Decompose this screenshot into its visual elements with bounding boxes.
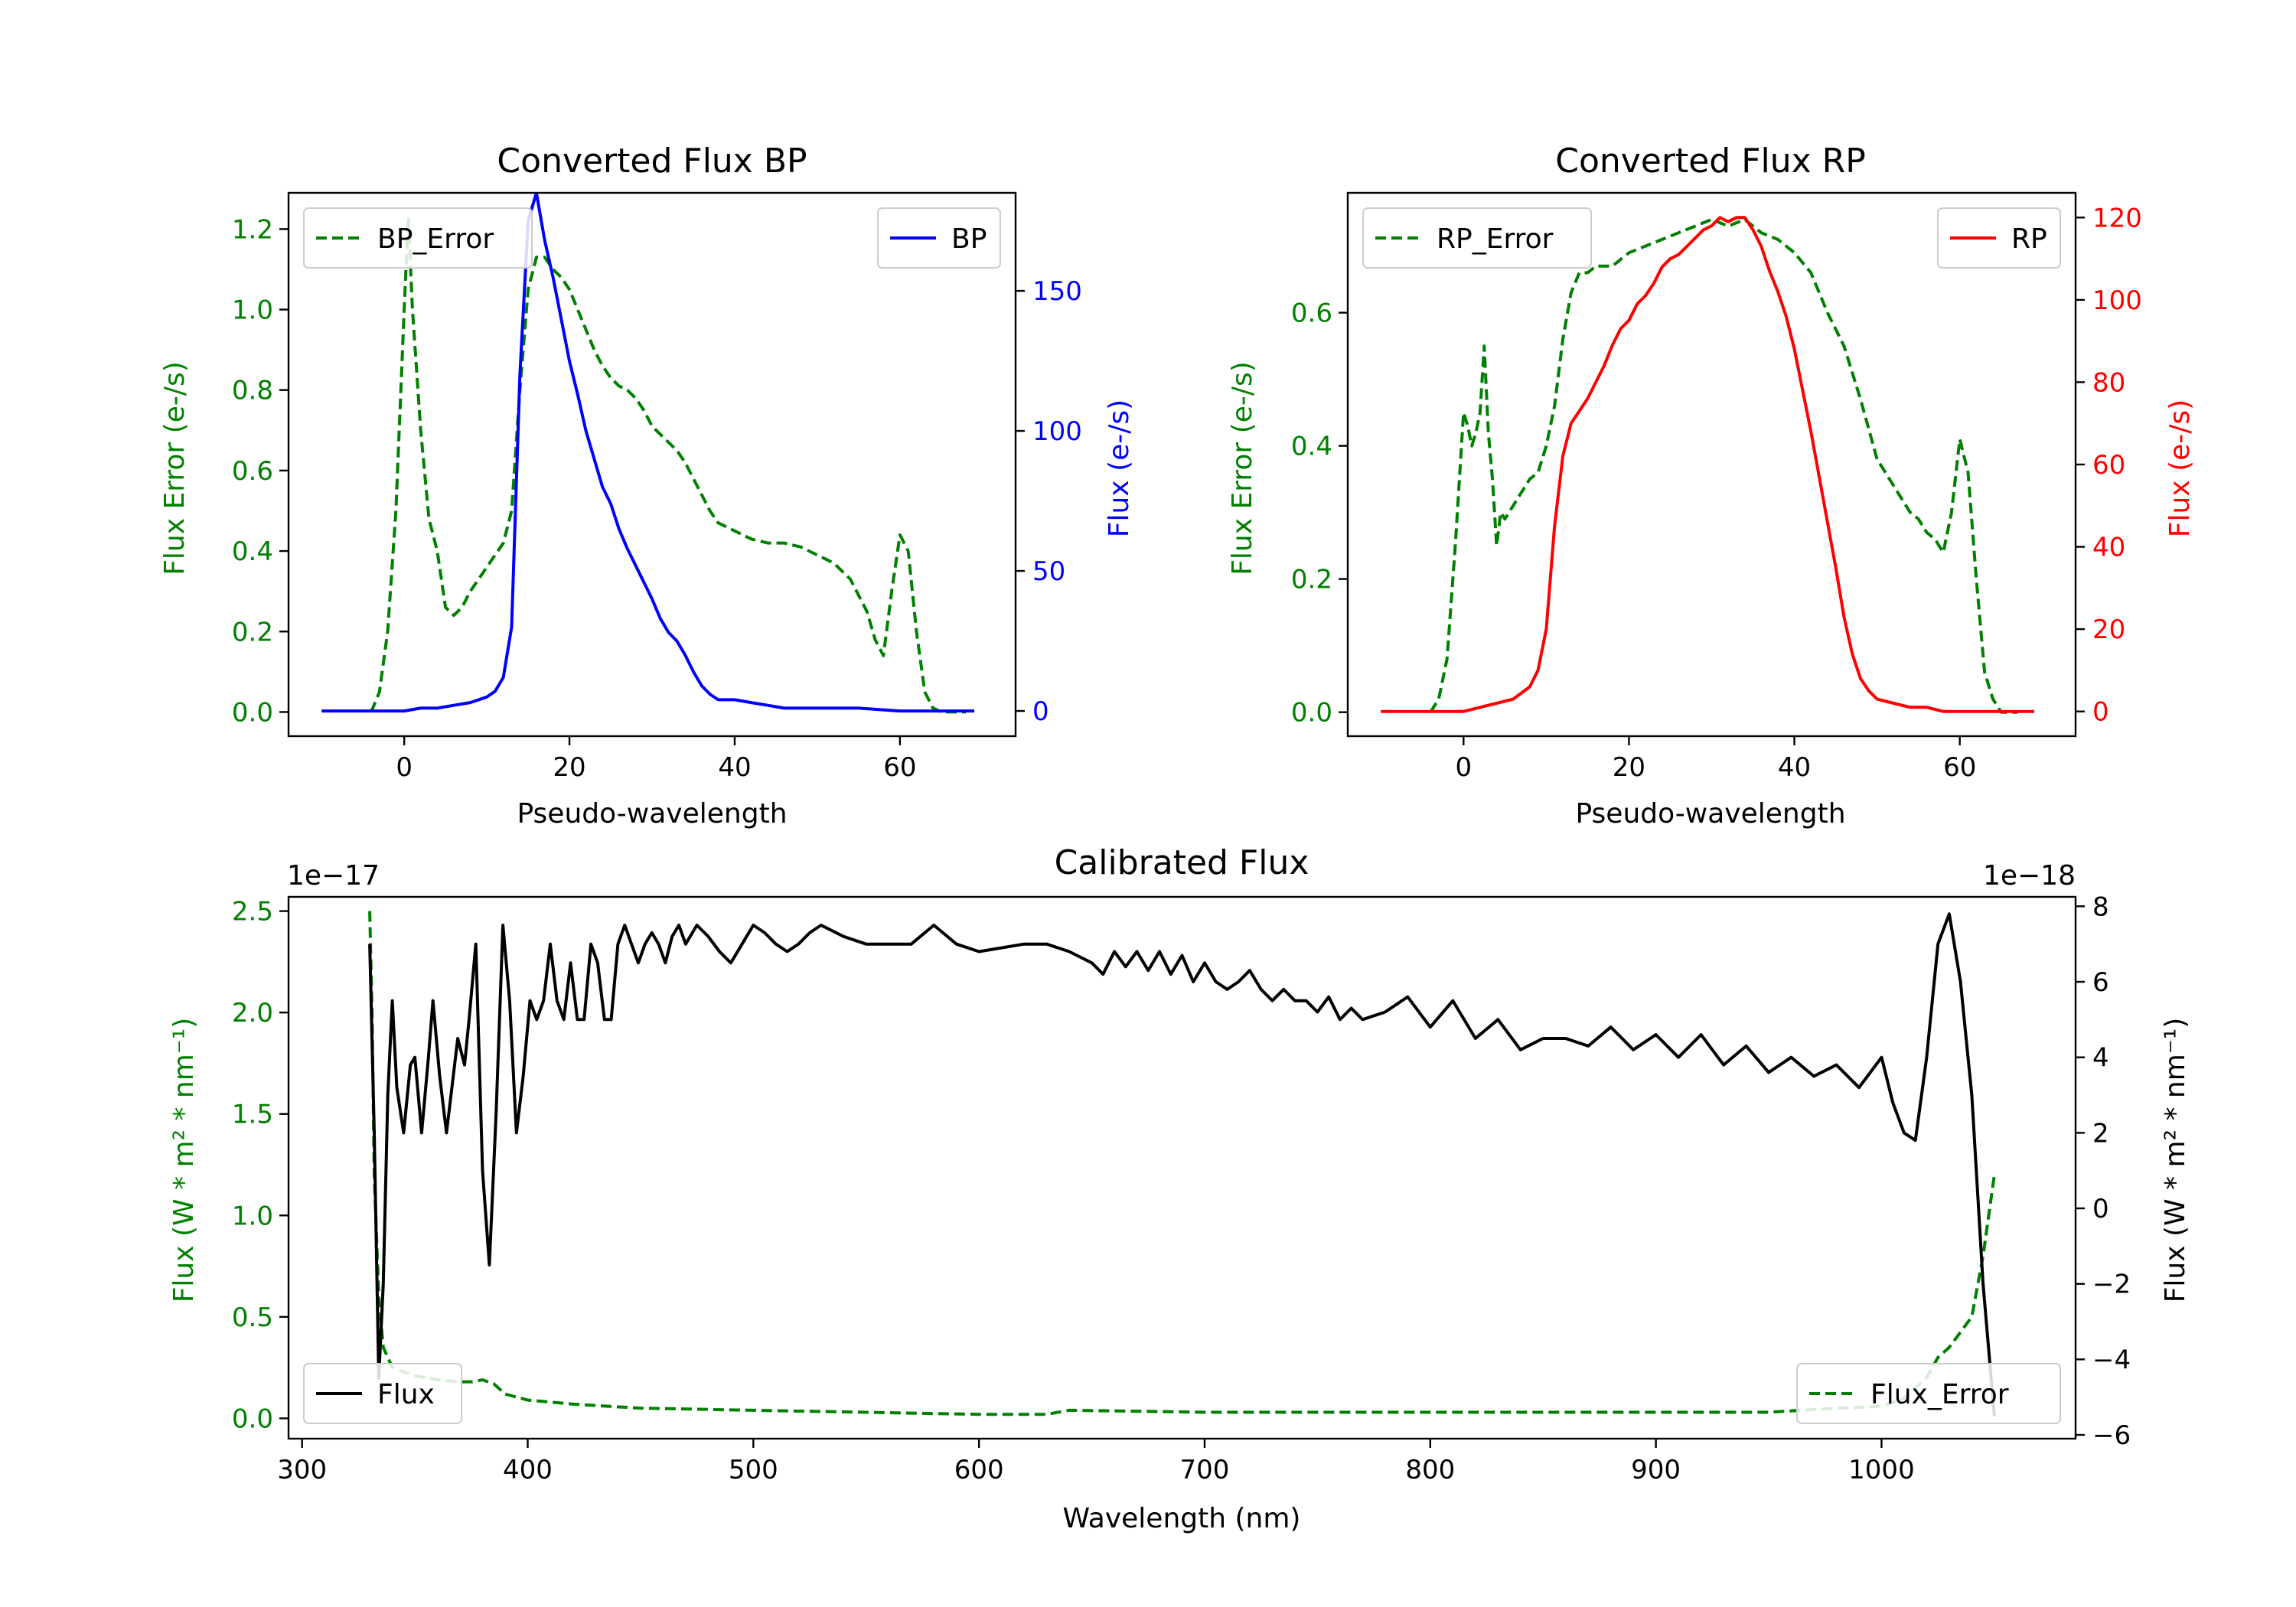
rp-x-tick-label: 60 (1943, 752, 1976, 783)
cal-right-axis-label: Flux (W * m² * nm⁻¹) (2160, 1018, 2191, 1303)
cal-right-tick-label: 6 (2092, 967, 2109, 998)
rp-right-tick-label: 80 (2092, 367, 2125, 398)
cal-right-tick-label: −2 (2092, 1270, 2131, 1300)
bp-chart: Converted Flux BP Pseudo-wavelength Flux… (159, 142, 1135, 830)
bp-legend-label: BP_Error (377, 223, 494, 255)
bp-left-tick-label: 1.0 (232, 295, 273, 326)
rp-chart: Converted Flux RP Pseudo-wavelength Flux… (1227, 142, 2196, 830)
rp-left-tick-label: 0.0 (1291, 698, 1332, 729)
bp-legend-bp-error: BP_Error (303, 207, 533, 269)
cal-left-offset-text: 1e−17 (287, 860, 380, 892)
cal-x-tick-label: 900 (1631, 1455, 1681, 1485)
bp-chart-title: Converted Flux BP (497, 142, 807, 181)
cal-left-tick-label: 1.0 (232, 1201, 273, 1231)
bp-series-bp-line (321, 193, 974, 713)
bp-left-tick-label: 1.2 (232, 214, 273, 245)
rp-series-rp-error-line (1429, 217, 2018, 714)
rp-legend-label: RP_Error (1437, 223, 1554, 255)
cal-left-tick-label: 1.5 (232, 1100, 273, 1130)
cal-chart-title: Calibrated Flux (1055, 843, 1309, 882)
bp-left-tick-label: 0.2 (232, 617, 273, 647)
cal-right-tick-label: 2 (2092, 1118, 2109, 1149)
rp-right-tick-label: 20 (2092, 614, 2125, 645)
bp-legend-box (303, 207, 533, 269)
cal-legend-label: Flux (377, 1379, 435, 1410)
cal-x-tick-label: 700 (1180, 1455, 1230, 1485)
cal-left-tick-label: 2.0 (232, 998, 273, 1028)
bp-left-axis-label: Flux Error (e-/s) (159, 361, 191, 575)
cal-x-tick-label: 1000 (1848, 1455, 1915, 1485)
rp-x-tick-label: 0 (1455, 752, 1472, 783)
bp-legend-label: BP (951, 223, 987, 255)
bp-x-tick-label: 20 (553, 752, 585, 783)
cal-x-tick-label: 400 (503, 1455, 553, 1485)
cal-x-tick-label: 300 (277, 1455, 327, 1485)
cal-right-tick-label: −4 (2092, 1345, 2131, 1375)
bp-left-tick-label: 0.6 (232, 456, 273, 487)
cal-x-axis-label: Wavelength (nm) (1063, 1503, 1301, 1534)
cal-legend-flux: Flux (303, 1363, 462, 1424)
cal-left-axis-label: Flux (W * m² * nm⁻¹) (168, 1018, 200, 1303)
rp-legend-rp-error: RP_Error (1362, 207, 1592, 269)
rp-x-tick-label: 20 (1613, 752, 1645, 783)
rp-legend-rp: RP (1937, 207, 2061, 269)
cal-x-tick-label: 800 (1405, 1455, 1455, 1485)
cal-right-tick-label: 4 (2092, 1043, 2109, 1074)
rp-right-tick-label: 0 (2092, 697, 2109, 728)
rp-left-tick-label: 0.2 (1291, 565, 1332, 595)
cal-right-tick-label: −6 (2092, 1420, 2131, 1451)
bp-x-tick-label: 40 (718, 752, 751, 783)
rp-legend-label: RP (2011, 223, 2047, 255)
cal-legend-flux-error: Flux_Error (1796, 1363, 2061, 1424)
bp-left-tick-label: 0.4 (232, 536, 273, 567)
cal-plot-frame (287, 895, 2077, 1440)
rp-left-axis-label: Flux Error (e-/s) (1227, 361, 1258, 575)
bp-x-axis-label: Pseudo-wavelength (517, 798, 787, 830)
cal-legend-label: Flux_Error (1870, 1379, 2009, 1410)
rp-right-tick-label: 40 (2092, 533, 2125, 563)
cal-x-tick-label: 500 (729, 1455, 778, 1485)
cal-legend-box (303, 1363, 462, 1424)
cal-right-tick-label: 8 (2092, 892, 2109, 922)
bp-right-tick-label: 50 (1032, 556, 1065, 587)
rp-x-axis-label: Pseudo-wavelength (1575, 798, 1845, 830)
rp-legend-box (1362, 207, 1592, 269)
bp-series-bp-error-line (370, 215, 967, 714)
bp-plot-frame (287, 191, 1017, 738)
calibrated-chart: Calibrated Flux Wavelength (nm) 1e−17 1e… (168, 843, 2191, 1534)
bp-x-tick-label: 0 (396, 752, 413, 783)
bp-x-tick-label: 60 (883, 752, 916, 783)
bp-right-tick-label: 100 (1032, 416, 1082, 447)
rp-chart-title: Converted Flux RP (1555, 142, 1866, 181)
rp-right-tick-label: 60 (2092, 450, 2125, 481)
rp-right-tick-label: 120 (2092, 203, 2142, 233)
bp-legend-box (877, 207, 1001, 269)
cal-left-tick-label: 0.5 (232, 1302, 273, 1333)
cal-legend-box (1796, 1363, 2061, 1424)
rp-left-tick-label: 0.4 (1291, 432, 1332, 462)
rp-right-axis-label: Flux (e-/s) (2164, 399, 2196, 537)
rp-x-tick-label: 40 (1778, 752, 1811, 783)
cal-right-offset-text: 1e−18 (1983, 860, 2076, 892)
bp-right-tick-label: 150 (1032, 276, 1082, 307)
bp-left-tick-label: 0.0 (232, 697, 273, 728)
cal-series-flux-line (368, 912, 1996, 1416)
cal-left-tick-label: 2.5 (232, 897, 273, 927)
rp-left-tick-label: 0.6 (1291, 298, 1332, 329)
rp-legend-box (1937, 207, 2061, 269)
bp-legend-bp: BP (877, 207, 1001, 269)
cal-left-tick-label: 0.0 (232, 1403, 273, 1434)
bp-right-tick-label: 0 (1032, 696, 1049, 727)
cal-x-tick-label: 600 (954, 1455, 1004, 1485)
bp-left-tick-label: 0.8 (232, 376, 273, 406)
cal-right-tick-label: 0 (2092, 1194, 2109, 1224)
rp-series-rp-line (1381, 216, 2034, 713)
rp-right-tick-label: 100 (2092, 285, 2142, 316)
bp-right-axis-label: Flux (e-/s) (1104, 399, 1135, 537)
